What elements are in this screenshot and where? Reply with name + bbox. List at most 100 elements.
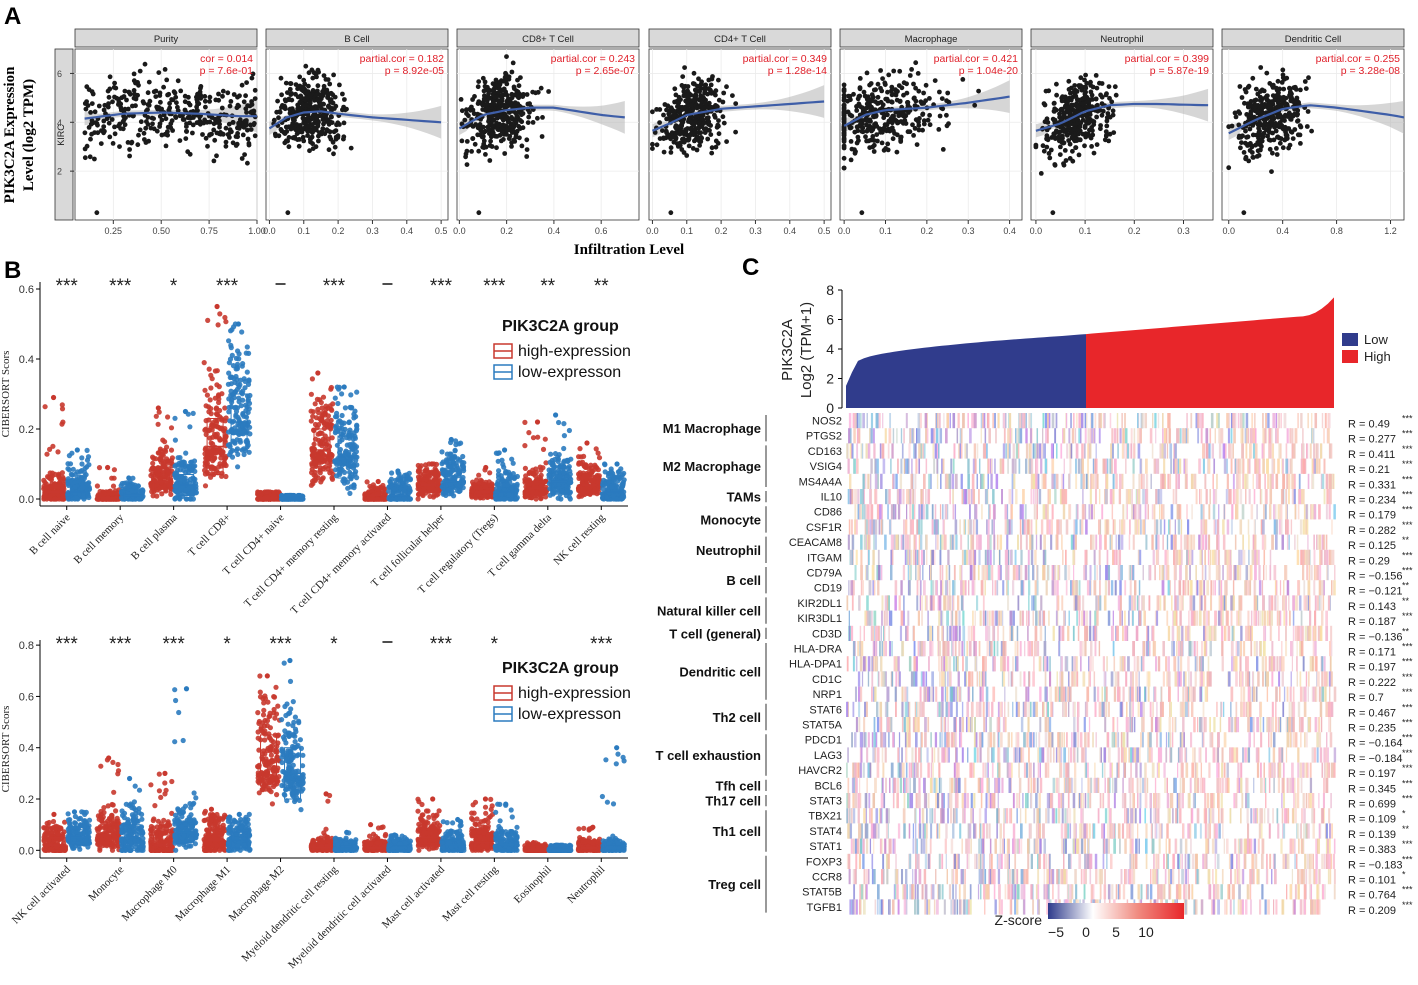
data-point	[183, 136, 189, 142]
facet-title: CD8+ T Cell	[522, 34, 574, 45]
data-point	[113, 85, 119, 91]
data-point	[869, 92, 875, 98]
jitter-point	[207, 397, 213, 403]
data-point	[1076, 152, 1082, 158]
jitter-point	[86, 462, 92, 468]
data-point	[244, 110, 249, 115]
jitter-point	[157, 457, 163, 463]
data-point	[92, 109, 98, 115]
jitter-point	[230, 363, 236, 369]
data-point	[83, 106, 89, 112]
data-point	[475, 101, 481, 106]
data-point	[1274, 146, 1279, 151]
data-point	[464, 162, 470, 168]
data-point	[88, 136, 93, 142]
data-point	[137, 127, 143, 133]
data-point	[165, 124, 171, 130]
data-point	[319, 129, 325, 135]
data-point	[1304, 124, 1310, 129]
data-point	[463, 151, 469, 157]
data-point	[279, 92, 284, 98]
data-point	[689, 102, 694, 108]
data-point	[138, 119, 144, 125]
data-point	[198, 96, 204, 101]
data-point	[476, 148, 482, 154]
data-point	[677, 110, 683, 115]
data-point	[84, 143, 90, 149]
jitter-point	[172, 415, 178, 421]
data-point	[252, 87, 258, 93]
data-point	[117, 144, 122, 150]
data-point	[894, 97, 900, 103]
x-tick-label: 0.1	[681, 226, 694, 236]
data-point	[164, 77, 170, 83]
data-point	[95, 130, 101, 136]
data-point	[927, 112, 932, 118]
data-point	[315, 83, 321, 89]
data-point	[248, 127, 254, 132]
data-point	[1280, 67, 1286, 73]
data-point	[724, 139, 729, 145]
jitter-point	[236, 395, 242, 401]
data-point	[101, 124, 107, 129]
data-point	[860, 129, 866, 135]
data-point	[976, 88, 981, 94]
data-point	[300, 102, 306, 107]
data-point	[244, 80, 250, 85]
jitter-point	[125, 483, 131, 490]
data-point	[252, 133, 258, 139]
data-point	[159, 106, 165, 112]
data-point	[342, 107, 348, 113]
x-tick-label: B cell memory	[72, 511, 127, 566]
data-point	[159, 132, 165, 138]
data-point	[1064, 128, 1070, 134]
data-point	[852, 147, 857, 153]
data-point	[331, 72, 336, 78]
data-point	[479, 101, 484, 106]
data-point	[517, 135, 522, 141]
data-point	[122, 88, 128, 94]
data-point	[654, 107, 659, 112]
correlation-label: partial.cor = 0.421	[934, 53, 1019, 65]
data-point	[1084, 104, 1090, 110]
jitter-point	[347, 469, 353, 475]
data-point	[849, 113, 855, 119]
data-point	[252, 96, 258, 101]
data-point	[324, 119, 329, 124]
data-point	[1059, 98, 1065, 104]
data-point	[230, 140, 236, 146]
jitter-point	[153, 413, 159, 419]
data-point	[1067, 112, 1073, 118]
jitter-point	[259, 490, 265, 496]
data-point	[488, 138, 493, 144]
jitter-point	[386, 488, 392, 494]
data-point	[295, 102, 301, 108]
data-point	[307, 100, 313, 106]
data-point	[1253, 97, 1259, 103]
jitter-point	[354, 389, 360, 395]
data-point	[1113, 92, 1119, 98]
jitter-point	[341, 469, 348, 475]
data-point	[486, 127, 492, 133]
data-point	[714, 124, 720, 130]
data-point	[245, 103, 251, 108]
data-point	[98, 141, 104, 147]
data-point	[864, 101, 870, 107]
data-point	[1070, 148, 1075, 154]
jitter-point	[367, 483, 373, 489]
data-point	[862, 93, 868, 99]
data-point	[1098, 123, 1103, 128]
data-point	[1272, 94, 1278, 100]
y-axis-title: PIK3C2A Expression	[2, 66, 18, 203]
data-point	[282, 131, 288, 137]
data-point	[277, 109, 283, 115]
data-point	[937, 89, 942, 95]
data-point	[313, 117, 319, 123]
jitter-point	[216, 392, 222, 398]
data-point	[680, 74, 686, 79]
data-point	[295, 137, 300, 143]
jitter-point	[208, 424, 214, 431]
data-point	[857, 85, 863, 90]
data-point	[283, 124, 289, 130]
